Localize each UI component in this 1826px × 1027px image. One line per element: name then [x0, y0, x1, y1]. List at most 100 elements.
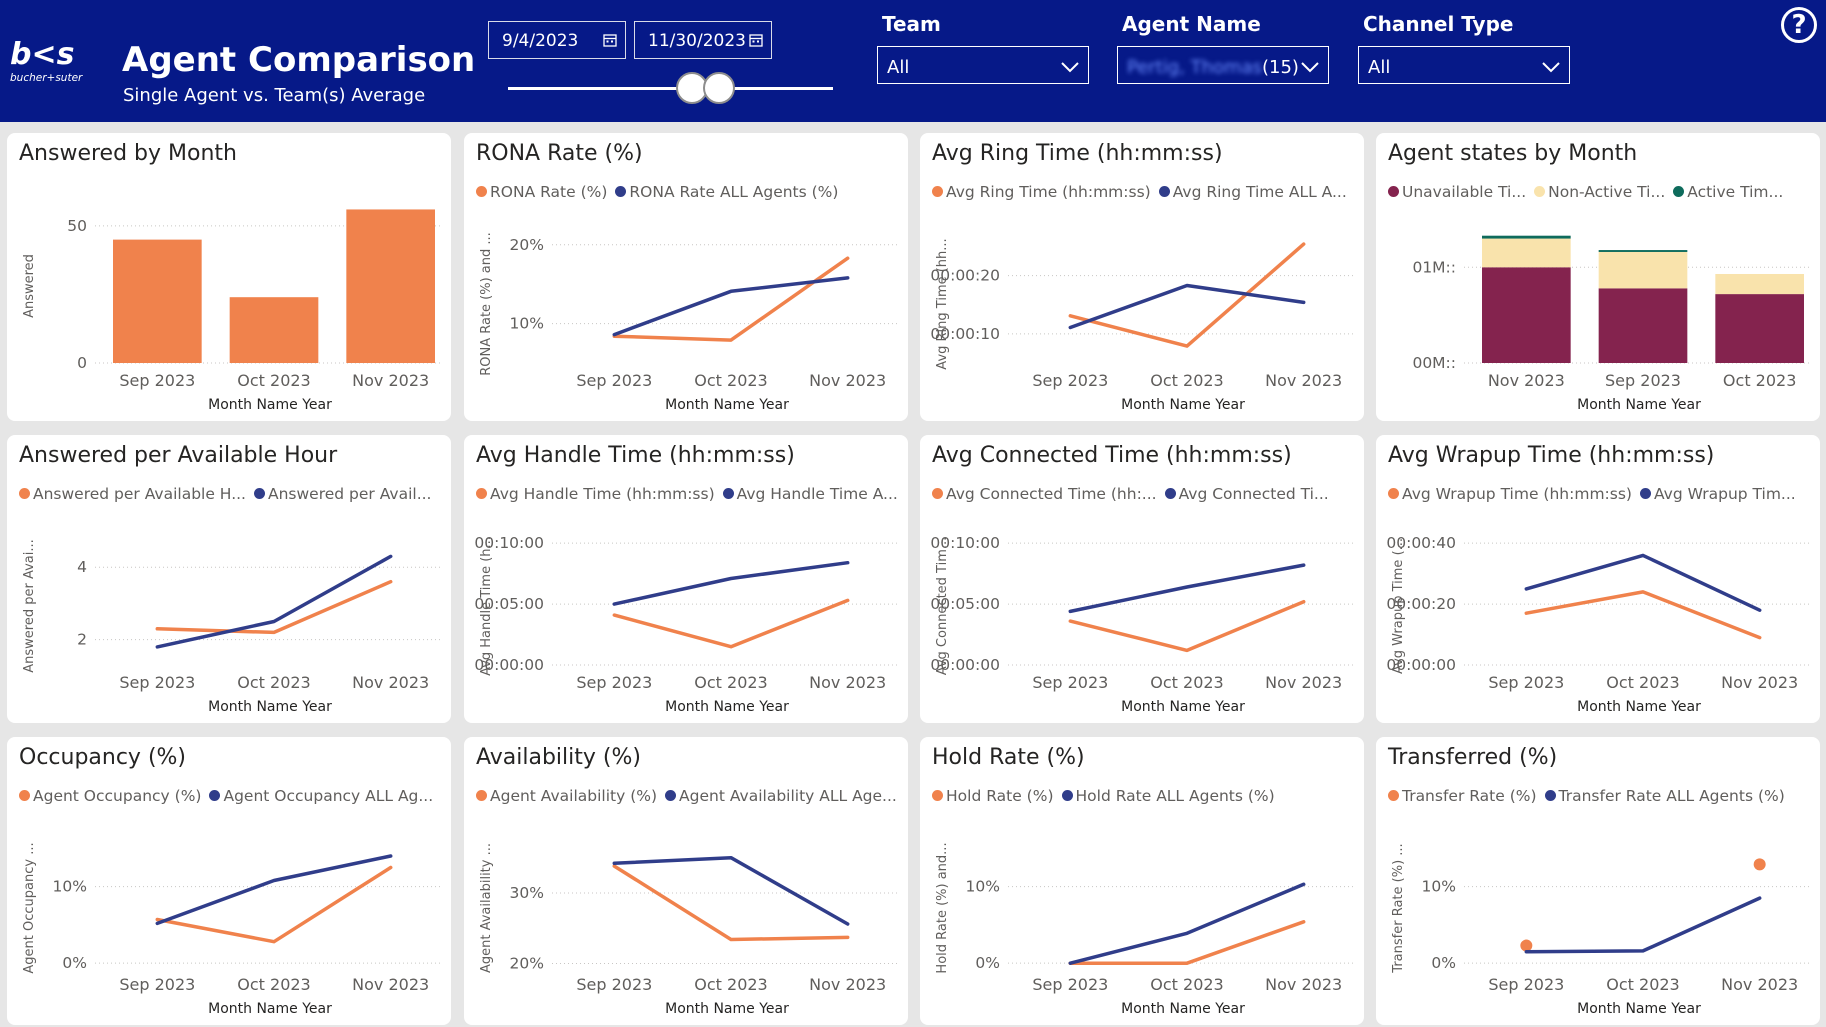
- legend-marker: [1639, 488, 1651, 499]
- legend-item[interactable]: Answered per Avail...: [253, 485, 432, 503]
- legend-item[interactable]: Transfer Rate (%): [1388, 787, 1537, 805]
- legend-item[interactable]: Agent Occupancy (%): [19, 787, 201, 805]
- chart-card-avg-wrapup-time[interactable]: Avg Wrapup Time (hh:mm:ss) Avg Wrapup Tim…: [1376, 435, 1820, 723]
- chart-title: Avg Connected Time (hh:mm:ss): [932, 443, 1292, 468]
- legend-item[interactable]: Hold Rate ALL Agents (%): [1061, 787, 1275, 805]
- chart-title: Transferred (%): [1388, 745, 1558, 770]
- chart-title: Occupancy (%): [19, 745, 187, 770]
- date-range-slider[interactable]: [508, 87, 833, 90]
- series-line: [1068, 563, 1306, 614]
- series-line: [612, 560, 850, 606]
- x-tick-label: Sep 2023: [1032, 371, 1108, 390]
- chart-svg-hold-rate: 0% 10% Hold Rate (%) and... Sep 2023 Oct 202…: [935, 842, 1354, 1017]
- legend-label: Avg Handle Time (hh:mm:ss): [490, 485, 715, 503]
- x-tick-label: Nov 2023: [1265, 371, 1342, 390]
- channel-type-dropdown[interactable]: All: [1358, 46, 1570, 84]
- legend-label: Avg Handle Time A...: [736, 485, 898, 503]
- legend-item[interactable]: Transfer Rate ALL Agents (%): [1544, 787, 1785, 805]
- team-dropdown[interactable]: All: [877, 46, 1089, 84]
- series-line: [612, 256, 850, 342]
- y-tick-label: 10%: [966, 878, 1000, 896]
- legend-label: Agent Occupancy ALL Ag...: [223, 787, 434, 805]
- legend-label: Avg Wrapup Tim...: [1653, 485, 1796, 503]
- agent-name-dropdown[interactable]: Pertig, Thomas(15): [1117, 46, 1329, 84]
- legend-item[interactable]: RONA Rate ALL Agents (%): [615, 183, 838, 201]
- x-axis-label: Month Name Year: [208, 699, 332, 715]
- legend-item[interactable]: Avg Connected Time (hh:...: [932, 485, 1157, 503]
- legend-item[interactable]: Unavailable Ti...: [1388, 183, 1526, 201]
- x-tick-label: Nov 2023: [352, 975, 429, 994]
- x-tick-label: Oct 2023: [1150, 371, 1223, 390]
- legend-marker: [932, 186, 943, 197]
- legend-item[interactable]: Answered per Available H...: [19, 485, 246, 503]
- legend-item[interactable]: Active Tim...: [1673, 183, 1783, 201]
- bar-segment: [1715, 294, 1804, 363]
- chart-card-transferred[interactable]: Transferred (%) Transfer Rate (%) Transfer…: [1376, 737, 1820, 1025]
- legend-label: Unavailable Ti...: [1402, 183, 1527, 201]
- legend-item[interactable]: Agent Availability ALL Age...: [665, 787, 897, 805]
- legend-item[interactable]: Hold Rate (%): [932, 787, 1054, 805]
- chart-card-occupancy[interactable]: Occupancy (%) Agent Occupancy (%) Agent Oc…: [7, 737, 451, 1025]
- x-tick-label: Nov 2023: [1721, 975, 1798, 994]
- x-tick-label: Nov 2023: [809, 673, 886, 692]
- legend-marker: [19, 790, 30, 801]
- legend-item[interactable]: Avg Ring Time ALL A...: [1158, 183, 1347, 201]
- y-axis-label: RONA Rate (%) and ...: [479, 232, 494, 376]
- chart-legend: Transfer Rate (%) Transfer Rate ALL Agent…: [1388, 787, 1793, 805]
- chart-legend: Avg Wrapup Time (hh:mm:ss) Avg Wrapup Tim…: [1388, 485, 1804, 503]
- legend-item[interactable]: Avg Ring Time (hh:mm:ss): [932, 183, 1151, 201]
- legend-item[interactable]: Agent Availability (%): [476, 787, 657, 805]
- legend-item[interactable]: Non-Active Ti...: [1534, 183, 1665, 201]
- y-axis-label: Answered per Avai...: [22, 539, 37, 673]
- y-axis-label: Answered: [22, 254, 37, 318]
- legend-marker: [19, 488, 30, 499]
- bar-segment: [1482, 238, 1571, 268]
- legend-item[interactable]: Avg Wrapup Tim...: [1639, 485, 1796, 503]
- legend-item[interactable]: Avg Handle Time A...: [722, 485, 898, 503]
- x-tick-label: Oct 2023: [237, 371, 310, 390]
- legend-label: Answered per Avail...: [267, 485, 432, 503]
- chart-title: Agent states by Month: [1388, 141, 1638, 166]
- legend-marker: [1164, 488, 1176, 499]
- y-tick-label: 00:00:00: [930, 656, 1000, 674]
- x-tick-label: Oct 2023: [1723, 371, 1796, 390]
- legend-marker: [1158, 186, 1170, 197]
- chart-card-avg-ring-time[interactable]: Avg Ring Time (hh:mm:ss) Avg Ring Time (h…: [920, 133, 1364, 421]
- chart-legend: RONA Rate (%) RONA Rate ALL Agents (%): [476, 183, 846, 201]
- y-tick-label: 0%: [975, 954, 1000, 972]
- end-date-input[interactable]: 11/30/2023: [634, 21, 772, 59]
- legend-item[interactable]: Avg Connected Ti...: [1164, 485, 1329, 503]
- chart-title: Avg Wrapup Time (hh:mm:ss): [1388, 443, 1715, 468]
- slider-end-handle[interactable]: [703, 72, 735, 104]
- bar: [229, 297, 319, 363]
- y-tick-label: 0: [77, 354, 87, 372]
- chart-card-agent-states[interactable]: Agent states by Month Unavailable Ti... No…: [1376, 133, 1820, 421]
- legend-item[interactable]: RONA Rate (%): [476, 183, 607, 201]
- legend-marker: [932, 790, 943, 801]
- legend-item[interactable]: Avg Wrapup Time (hh:mm:ss): [1388, 485, 1632, 503]
- calendar-icon[interactable]: [749, 32, 763, 52]
- y-tick-label: 00:00:20: [930, 267, 1000, 285]
- chart-card-answered-per-hour[interactable]: Answered per Available Hour Answered per …: [7, 435, 451, 723]
- help-icon[interactable]: ?: [1781, 7, 1817, 43]
- chart-card-avg-handle-time[interactable]: Avg Handle Time (hh:mm:ss) Avg Handle Tim…: [464, 435, 908, 723]
- chart-card-availability[interactable]: Availability (%) Agent Availability (%) Ag…: [464, 737, 908, 1025]
- chart-card-avg-connected-time[interactable]: Avg Connected Time (hh:mm:ss) Avg Connect…: [920, 435, 1364, 723]
- data-point: [1753, 858, 1766, 871]
- chart-card-hold-rate[interactable]: Hold Rate (%) Hold Rate (%) Hold Rate ALL …: [920, 737, 1364, 1025]
- x-tick-label: Sep 2023: [119, 673, 195, 692]
- chart-svg-transferred: 0% 10% Transfer Rate (%) ... Sep 2023 Oct 20…: [1391, 843, 1810, 1017]
- chart-card-answered-by-month[interactable]: Answered by Month 0 50 Answered Sep 2023 Oct …: [7, 133, 451, 421]
- calendar-icon[interactable]: [603, 32, 617, 52]
- chart-card-rona-rate[interactable]: RONA Rate (%) RONA Rate (%) RONA Rate ALL …: [464, 133, 908, 421]
- legend-item[interactable]: Avg Handle Time (hh:mm:ss): [476, 485, 715, 503]
- legend-label: Non-Active Ti...: [1548, 183, 1666, 201]
- series-line: [1524, 896, 1762, 954]
- start-date-input[interactable]: 9/4/2023: [488, 21, 626, 59]
- x-tick-label: Nov 2023: [1265, 975, 1342, 994]
- x-tick-label: Sep 2023: [1605, 371, 1681, 390]
- legend-item[interactable]: Agent Occupancy ALL Ag...: [209, 787, 433, 805]
- chart-title: Availability (%): [476, 745, 641, 770]
